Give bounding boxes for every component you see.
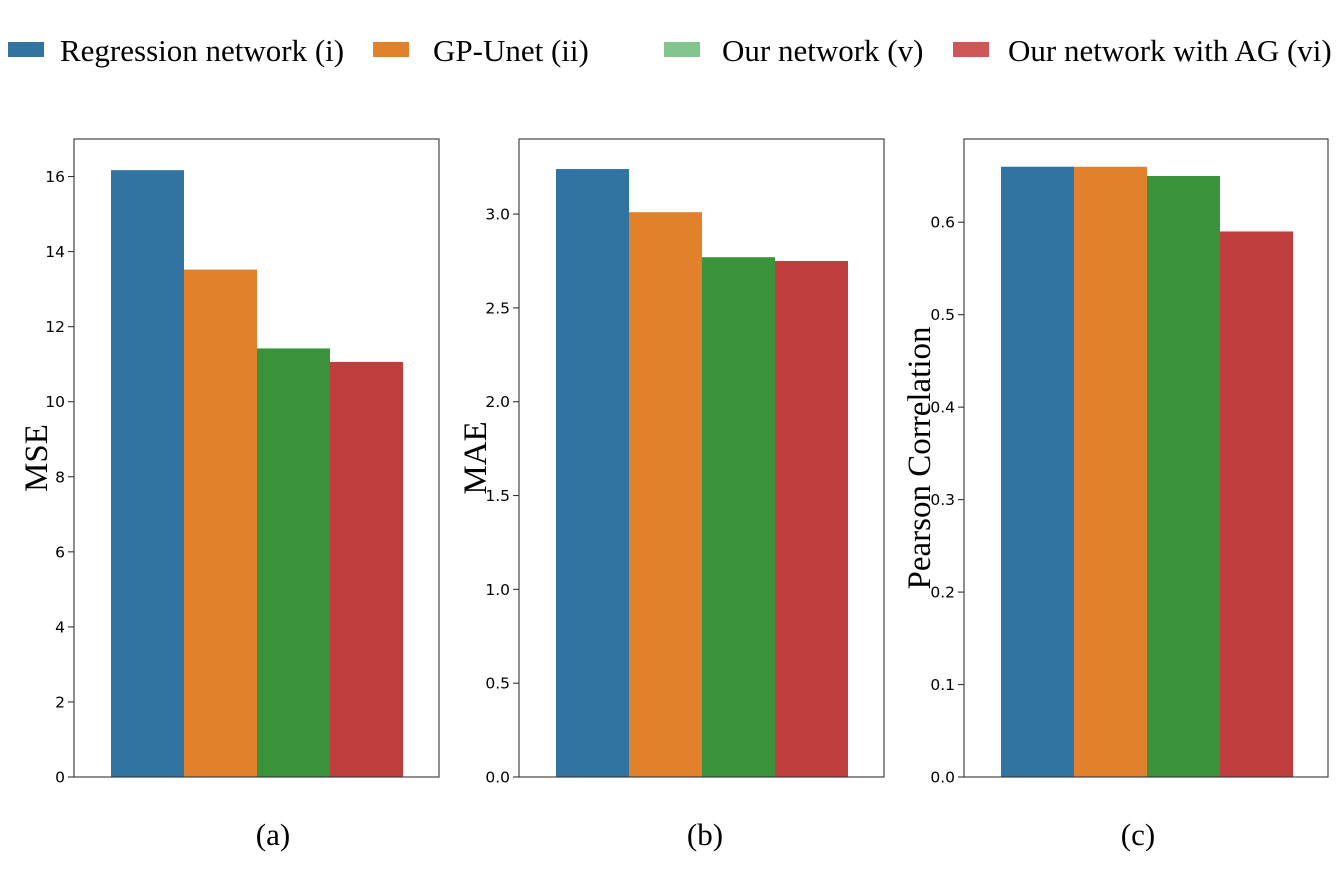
panel-caption: (a) xyxy=(256,817,290,852)
plot-frame xyxy=(518,138,885,778)
y-tick-label: 10 xyxy=(45,393,65,411)
plot-frame xyxy=(963,138,1329,778)
chart-panel-mae: 0.0 0.5 1.0 1.5 2.0 2.5 3.0 MAE (b) xyxy=(458,138,885,852)
y-tick-label: 0.3 xyxy=(930,491,955,509)
y-tick-label: 12 xyxy=(45,318,65,336)
legend-label-our-network: Our network (v) xyxy=(722,33,923,68)
chart-panel-pearson: 0.0 0.1 0.2 0.3 0.4 0.5 0.6 Pearson Correlation… xyxy=(902,138,1329,852)
y-tick-label: 0.6 xyxy=(930,214,955,232)
y-tick-label: 0.0 xyxy=(930,769,955,787)
y-tick-label: 4 xyxy=(55,618,65,636)
bar-our-network-v xyxy=(257,348,330,777)
bar-our-network-with-ag-vi xyxy=(330,361,403,777)
bar-gp-unet-ii xyxy=(1074,166,1147,777)
y-tick-label: 1.5 xyxy=(485,487,510,505)
legend-swatch-our-network xyxy=(664,42,700,57)
legend-label-gp-unet: GP-Unet (ii) xyxy=(433,33,589,68)
bar-our-network-with-ag-vi xyxy=(1220,231,1293,778)
y-tick-label: 0.1 xyxy=(930,676,955,694)
y-axis-label: MSE xyxy=(19,424,55,492)
y-tick-label: 2.0 xyxy=(485,393,510,411)
plot-frame xyxy=(73,138,440,778)
y-axis-label: MAE xyxy=(458,421,494,494)
y-tick-label: 0.2 xyxy=(930,584,955,602)
y-tick-label: 0.0 xyxy=(485,769,510,787)
chart-panel-mse: 0 2 4 6 8 10 12 14 16 MSE (a) xyxy=(19,138,440,852)
legend-swatch-regression xyxy=(8,42,44,57)
y-tick-label: 0.4 xyxy=(930,399,955,417)
bar-our-network-with-ag-vi xyxy=(775,260,848,777)
legend-swatch-our-network-ag xyxy=(953,42,989,57)
y-tick-label: 2.5 xyxy=(485,299,510,317)
y-tick-label: 8 xyxy=(55,468,65,486)
y-axis-label: Pearson Correlation xyxy=(902,326,938,589)
bar-gp-unet-ii xyxy=(184,269,257,777)
y-tick-label: 16 xyxy=(45,168,65,186)
legend: Regression network (i) GP-Unet (ii) Our … xyxy=(8,33,1332,68)
bar-gp-unet-ii xyxy=(629,212,702,777)
y-tick-label: 1.0 xyxy=(485,581,510,599)
y-tick-label: 14 xyxy=(45,243,65,261)
bar-regression-network-i xyxy=(556,169,629,777)
y-tick-label: 6 xyxy=(55,543,65,561)
y-tick-label: 3.0 xyxy=(485,206,510,224)
y-tick-label: 2 xyxy=(55,693,65,711)
legend-swatch-gp-unet xyxy=(373,42,409,57)
bar-our-network-v xyxy=(702,257,775,777)
bar-regression-network-i xyxy=(1001,166,1074,777)
panel-caption: (b) xyxy=(687,817,723,852)
y-tick-label: 0 xyxy=(55,769,65,787)
panel-caption: (c) xyxy=(1121,817,1155,852)
y-tick-label: 0.5 xyxy=(930,306,955,324)
y-tick-label: 0.5 xyxy=(485,675,510,693)
legend-label-regression: Regression network (i) xyxy=(60,33,344,68)
legend-label-our-network-ag: Our network with AG (vi) xyxy=(1008,33,1332,68)
bar-regression-network-i xyxy=(111,170,184,777)
bar-our-network-v xyxy=(1147,175,1220,778)
